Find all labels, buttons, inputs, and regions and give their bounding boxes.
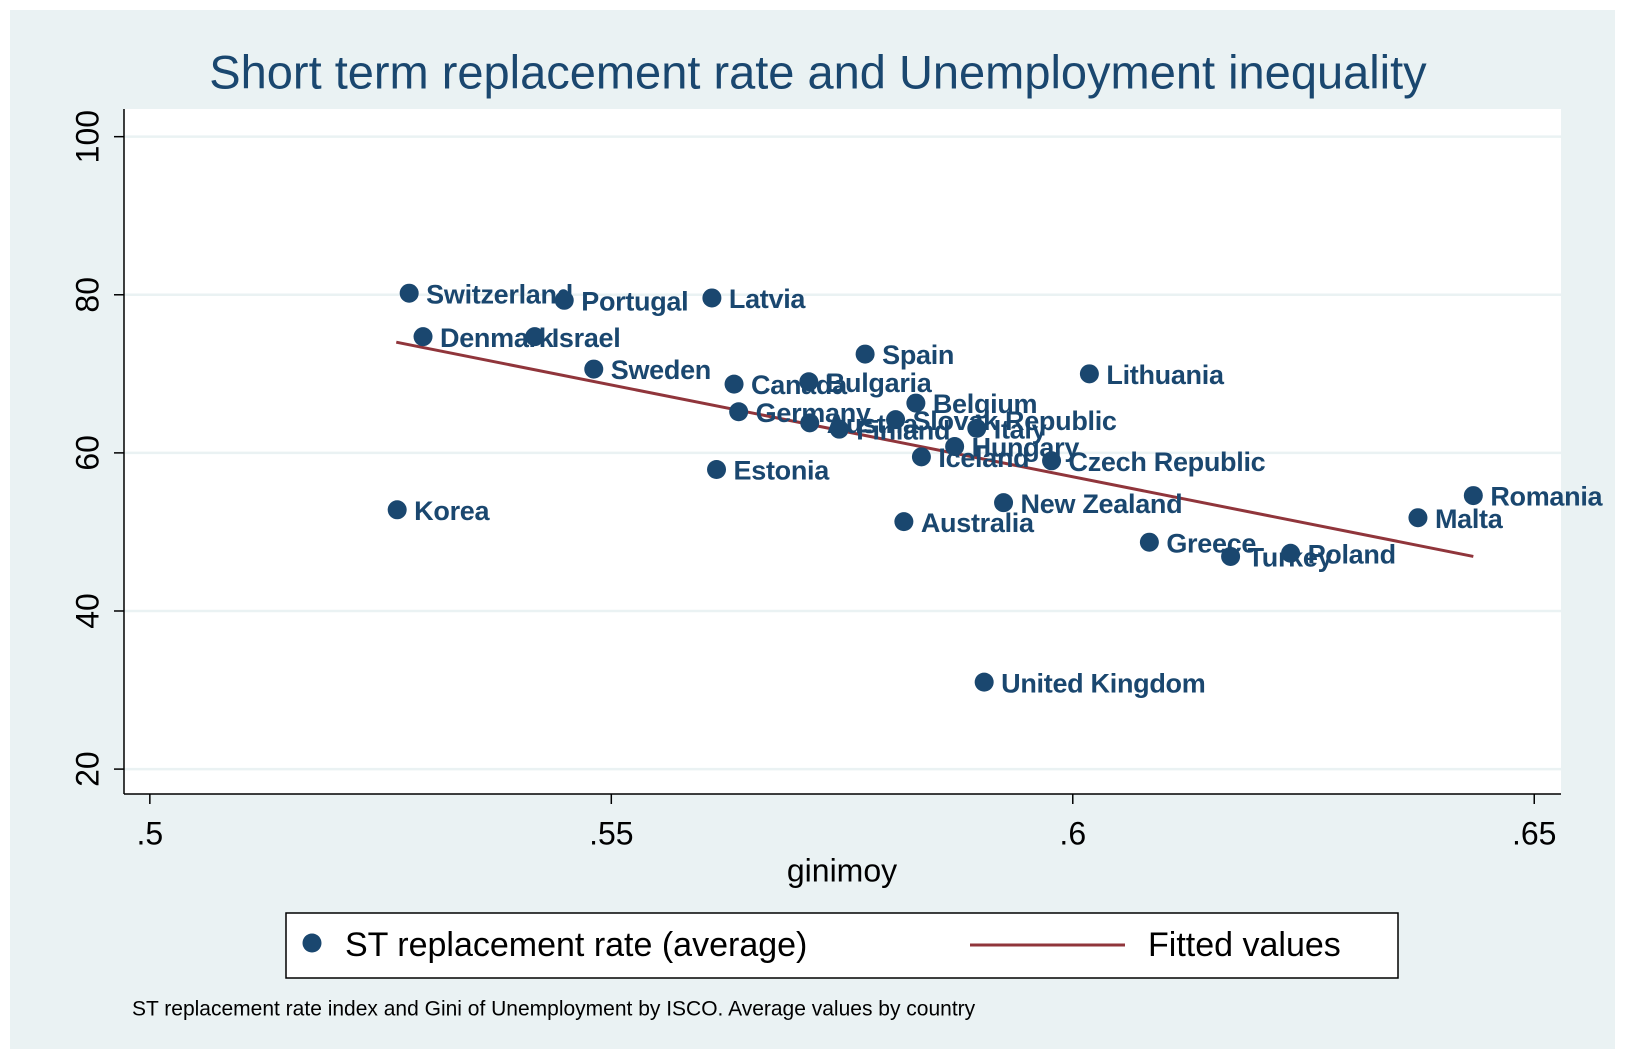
point bbox=[707, 459, 727, 479]
point-label: Portugal bbox=[581, 286, 688, 316]
point-label: Slovak Republic bbox=[913, 406, 1117, 436]
point-label: Iceland bbox=[938, 443, 1029, 473]
point-label: Romania bbox=[1490, 482, 1603, 512]
point-label: New Zealand bbox=[1021, 489, 1183, 519]
plot-region bbox=[124, 109, 1561, 794]
point-label: Sweden bbox=[611, 355, 711, 385]
point-label: Israel bbox=[552, 323, 621, 353]
point-label: Italy bbox=[994, 415, 1047, 445]
point-label: Bulgaria bbox=[826, 368, 933, 398]
note: ST replacement rate index and Gini of Un… bbox=[132, 998, 976, 1021]
point bbox=[399, 283, 419, 303]
point bbox=[906, 393, 926, 413]
x-tick-label: .55 bbox=[589, 815, 633, 851]
point-label: Hungary bbox=[972, 433, 1080, 463]
x-tick-label: .5 bbox=[136, 815, 163, 851]
point bbox=[911, 447, 931, 467]
point-label: Malta bbox=[1435, 504, 1504, 534]
point bbox=[799, 372, 819, 392]
point bbox=[994, 493, 1014, 513]
x-tick-label: .65 bbox=[1512, 815, 1556, 851]
y-tick-label: 80 bbox=[69, 277, 105, 313]
y-tick-label: 40 bbox=[69, 593, 105, 629]
point bbox=[729, 402, 749, 422]
point bbox=[702, 288, 722, 308]
y-tick-label: 100 bbox=[69, 110, 105, 163]
legend bbox=[285, 912, 1399, 979]
legend-label: Fitted values bbox=[1148, 926, 1341, 964]
point-label: United Kingdom bbox=[1001, 668, 1205, 698]
point bbox=[387, 500, 407, 520]
point bbox=[974, 672, 994, 692]
point-label: Czech Republic bbox=[1069, 447, 1266, 477]
point bbox=[413, 327, 433, 347]
point bbox=[945, 437, 965, 457]
point-label: Belgium bbox=[933, 389, 1037, 419]
y-tick-label: 20 bbox=[69, 751, 105, 787]
point bbox=[1079, 364, 1099, 384]
legend-label: ST replacement rate (average) bbox=[345, 926, 807, 964]
point bbox=[1463, 486, 1483, 506]
x-axis-title: ginimoy bbox=[787, 852, 897, 888]
fit-line bbox=[395, 340, 1474, 558]
point bbox=[886, 410, 906, 430]
x-tick-label: .6 bbox=[1059, 815, 1086, 851]
chart-title: Short term replacement rate and Unemploy… bbox=[209, 45, 1427, 98]
point bbox=[724, 374, 744, 394]
point bbox=[1281, 543, 1301, 563]
point-label: Estonia bbox=[734, 456, 831, 486]
legend-marker bbox=[302, 933, 322, 953]
point-label: Korea bbox=[414, 496, 490, 526]
point-label: Lithuania bbox=[1106, 360, 1225, 390]
point bbox=[800, 413, 820, 433]
point bbox=[894, 512, 914, 532]
point-label: Spain bbox=[882, 340, 954, 370]
point bbox=[584, 359, 604, 379]
point bbox=[967, 418, 987, 438]
point-label: Poland bbox=[1308, 539, 1396, 569]
point bbox=[525, 327, 545, 347]
point-label: Greece bbox=[1166, 528, 1256, 558]
point-label: Switzerland bbox=[426, 279, 573, 309]
point-label: Latvia bbox=[729, 284, 807, 314]
point-label: Canada bbox=[751, 370, 848, 400]
point-label: Australia bbox=[921, 508, 1035, 538]
point bbox=[829, 419, 849, 439]
point bbox=[554, 290, 574, 310]
point bbox=[855, 344, 875, 364]
point bbox=[1221, 546, 1241, 566]
y-tick-label: 60 bbox=[69, 435, 105, 471]
point bbox=[1139, 532, 1159, 552]
point bbox=[1408, 508, 1428, 528]
point bbox=[1042, 451, 1062, 471]
